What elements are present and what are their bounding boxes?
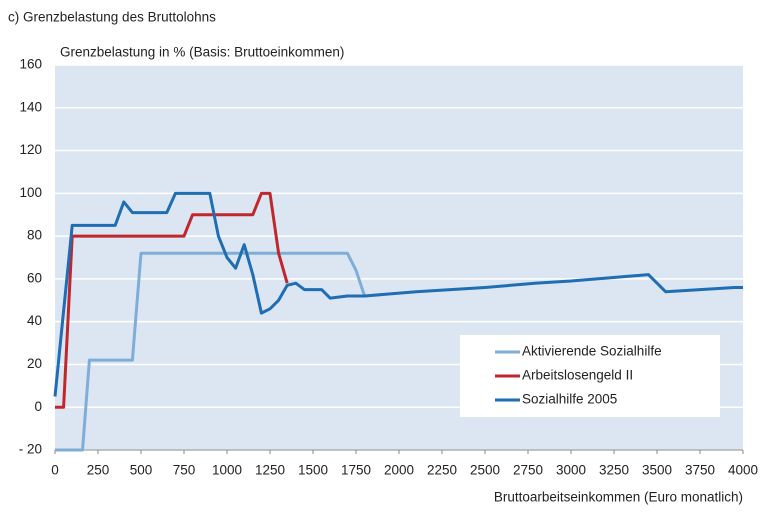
series-line xyxy=(55,191,289,409)
y-tick-label: 100 xyxy=(19,185,42,200)
x-tick-label: 4000 xyxy=(728,463,758,478)
y-axis-label: Grenzbelastung in % (Basis: Bruttoeinkom… xyxy=(60,45,344,60)
y-tick-label: - 20 xyxy=(19,442,42,457)
x-tick-label: 2750 xyxy=(513,463,543,478)
legend-label: Arbeitslosengeld II xyxy=(522,368,633,383)
x-tick-label: 1500 xyxy=(298,463,328,478)
legend-label: Sozialhilfe 2005 xyxy=(522,392,617,407)
x-tick-label: 3000 xyxy=(556,463,586,478)
series-line xyxy=(55,251,367,452)
x-tick-label: 1250 xyxy=(255,463,285,478)
x-tick-label: 1000 xyxy=(212,463,242,478)
y-tick-label: 160 xyxy=(19,57,42,72)
x-tick-label: 750 xyxy=(173,463,196,478)
legend-label: Aktivierende Sozialhilfe xyxy=(522,344,662,359)
x-tick-label: 2250 xyxy=(427,463,457,478)
x-axis-label: Bruttoarbeitseinkommen (Euro monatlich) xyxy=(494,490,743,505)
x-tick-label: 1750 xyxy=(341,463,371,478)
y-tick-label: 20 xyxy=(27,356,42,371)
x-tick-label: 250 xyxy=(87,463,110,478)
x-tick-label: 2000 xyxy=(384,463,414,478)
x-tick-label: 3750 xyxy=(685,463,715,478)
x-tick-label: 2500 xyxy=(470,463,500,478)
x-tick-label: 0 xyxy=(51,463,59,478)
y-tick-label: 140 xyxy=(19,99,42,114)
y-tick-label: 0 xyxy=(34,399,42,414)
y-tick-label: 120 xyxy=(19,142,42,157)
y-tick-label: 40 xyxy=(27,313,42,328)
x-tick-label: 3500 xyxy=(642,463,672,478)
x-tick-label: 3250 xyxy=(599,463,629,478)
y-tick-label: 60 xyxy=(27,270,42,285)
series-line xyxy=(53,191,743,397)
y-tick-label: 80 xyxy=(27,228,42,243)
x-tick-label: 500 xyxy=(130,463,153,478)
chart-title: c) Grenzbelastung des Bruttolohns xyxy=(8,10,216,25)
